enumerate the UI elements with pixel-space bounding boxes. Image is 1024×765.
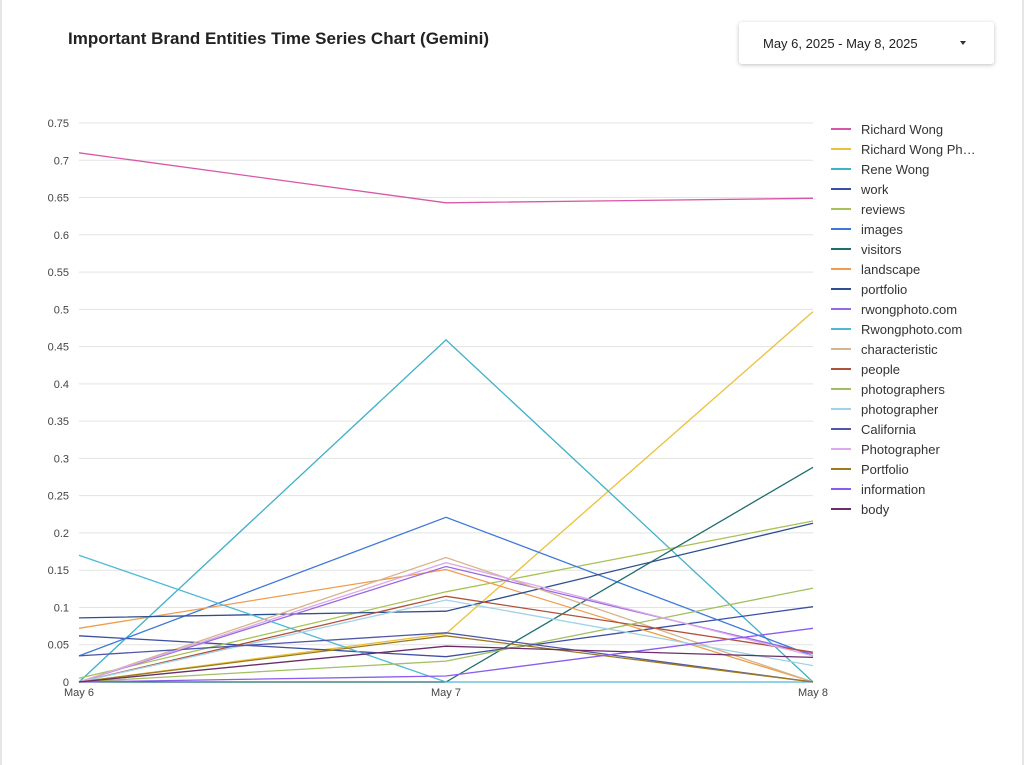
- series-line-rene-wong: [79, 340, 813, 682]
- y-tick-label: 0.25: [48, 491, 69, 503]
- series-line-rwongphoto-com: [79, 567, 813, 683]
- legend-swatch: [831, 128, 851, 130]
- legend-swatch: [831, 428, 851, 430]
- chart-legend: Richard Wong Richard Wong Ph… Rene Wong wor…: [831, 119, 1021, 519]
- y-tick-label: 0.65: [48, 193, 69, 205]
- legend-item[interactable]: photographers: [831, 379, 1021, 399]
- series-line-photographer: [79, 600, 813, 682]
- y-axis-ticks: 00.050.10.150.20.250.30.350.40.450.50.55…: [48, 118, 69, 689]
- legend-item[interactable]: information: [831, 479, 1021, 499]
- legend-label: visitors: [861, 242, 901, 257]
- y-tick-label: 0.45: [48, 342, 69, 354]
- legend-item[interactable]: California: [831, 419, 1021, 439]
- legend-item[interactable]: landscape: [831, 259, 1021, 279]
- legend-swatch: [831, 488, 851, 490]
- legend-item[interactable]: characteristic: [831, 339, 1021, 359]
- x-tick-label: May 6: [64, 687, 94, 699]
- series-line-richard-wong-photography: [79, 312, 813, 682]
- legend-item[interactable]: portfolio: [831, 279, 1021, 299]
- series-lines: [79, 153, 813, 682]
- y-tick-label: 0.75: [48, 118, 69, 130]
- legend-swatch: [831, 168, 851, 170]
- legend-swatch: [831, 268, 851, 270]
- legend-swatch: [831, 348, 851, 350]
- legend-swatch: [831, 508, 851, 510]
- legend-item[interactable]: Richard Wong Ph…: [831, 139, 1021, 159]
- legend-label: rwongphoto.com: [861, 302, 957, 317]
- legend-label: images: [861, 222, 903, 237]
- legend-label: landscape: [861, 262, 920, 277]
- legend-swatch: [831, 288, 851, 290]
- series-line-visitors: [79, 467, 813, 682]
- legend-label: Rene Wong: [861, 162, 929, 177]
- legend-label: work: [861, 182, 888, 197]
- legend-label: photographers: [861, 382, 945, 397]
- legend-item[interactable]: reviews: [831, 199, 1021, 219]
- y-tick-label: 0.6: [54, 230, 69, 242]
- legend-swatch: [831, 328, 851, 330]
- y-tick-label: 0.05: [48, 640, 69, 652]
- legend-swatch: [831, 208, 851, 210]
- legend-swatch: [831, 148, 851, 150]
- grid-lines: [79, 123, 813, 682]
- legend-label: portfolio: [861, 282, 907, 297]
- legend-item[interactable]: work: [831, 179, 1021, 199]
- legend-swatch: [831, 308, 851, 310]
- legend-label: characteristic: [861, 342, 938, 357]
- legend-swatch: [831, 368, 851, 370]
- legend-label: reviews: [861, 202, 905, 217]
- y-tick-label: 0.15: [48, 565, 69, 577]
- x-axis-ticks: May 6 May 7 May 8: [64, 687, 828, 699]
- legend-swatch: [831, 188, 851, 190]
- legend-label: people: [861, 362, 900, 377]
- y-tick-label: 0.5: [54, 304, 69, 316]
- legend-label: Portfolio: [861, 462, 909, 477]
- legend-swatch: [831, 388, 851, 390]
- legend-swatch: [831, 248, 851, 250]
- y-tick-label: 0.55: [48, 267, 69, 279]
- legend-swatch: [831, 228, 851, 230]
- legend-swatch: [831, 468, 851, 470]
- legend-label: Richard Wong: [861, 122, 943, 137]
- legend-label: Photographer: [861, 442, 940, 457]
- legend-item[interactable]: rwongphoto.com: [831, 299, 1021, 319]
- x-tick-label: May 8: [798, 687, 828, 699]
- series-line-people: [79, 596, 813, 682]
- legend-item[interactable]: photographer: [831, 399, 1021, 419]
- legend-item[interactable]: Photographer: [831, 439, 1021, 459]
- series-line-characteristic: [79, 558, 813, 683]
- y-tick-label: 0.1: [54, 602, 69, 614]
- legend-item[interactable]: visitors: [831, 239, 1021, 259]
- series-line-rwongphoto-com: [79, 555, 813, 682]
- y-tick-label: 0.7: [54, 155, 69, 167]
- legend-swatch: [831, 408, 851, 410]
- legend-label: Rwongphoto.com: [861, 322, 962, 337]
- legend-item[interactable]: Rene Wong: [831, 159, 1021, 179]
- y-tick-label: 0.3: [54, 453, 69, 465]
- legend-label: body: [861, 502, 889, 517]
- y-tick-label: 0.2: [54, 528, 69, 540]
- legend-item[interactable]: Rwongphoto.com: [831, 319, 1021, 339]
- legend-label: California: [861, 422, 916, 437]
- x-tick-label: May 7: [431, 687, 461, 699]
- legend-label: Richard Wong Ph…: [861, 142, 976, 157]
- series-line-landscape: [79, 570, 813, 683]
- legend-swatch: [831, 448, 851, 450]
- y-tick-label: 0.35: [48, 416, 69, 428]
- legend-item[interactable]: body: [831, 499, 1021, 519]
- y-tick-label: 0.4: [54, 379, 69, 391]
- legend-label: photographer: [861, 402, 938, 417]
- legend-item[interactable]: Richard Wong: [831, 119, 1021, 139]
- legend-item[interactable]: Portfolio: [831, 459, 1021, 479]
- legend-item[interactable]: people: [831, 359, 1021, 379]
- legend-label: information: [861, 482, 925, 497]
- legend-item[interactable]: images: [831, 219, 1021, 239]
